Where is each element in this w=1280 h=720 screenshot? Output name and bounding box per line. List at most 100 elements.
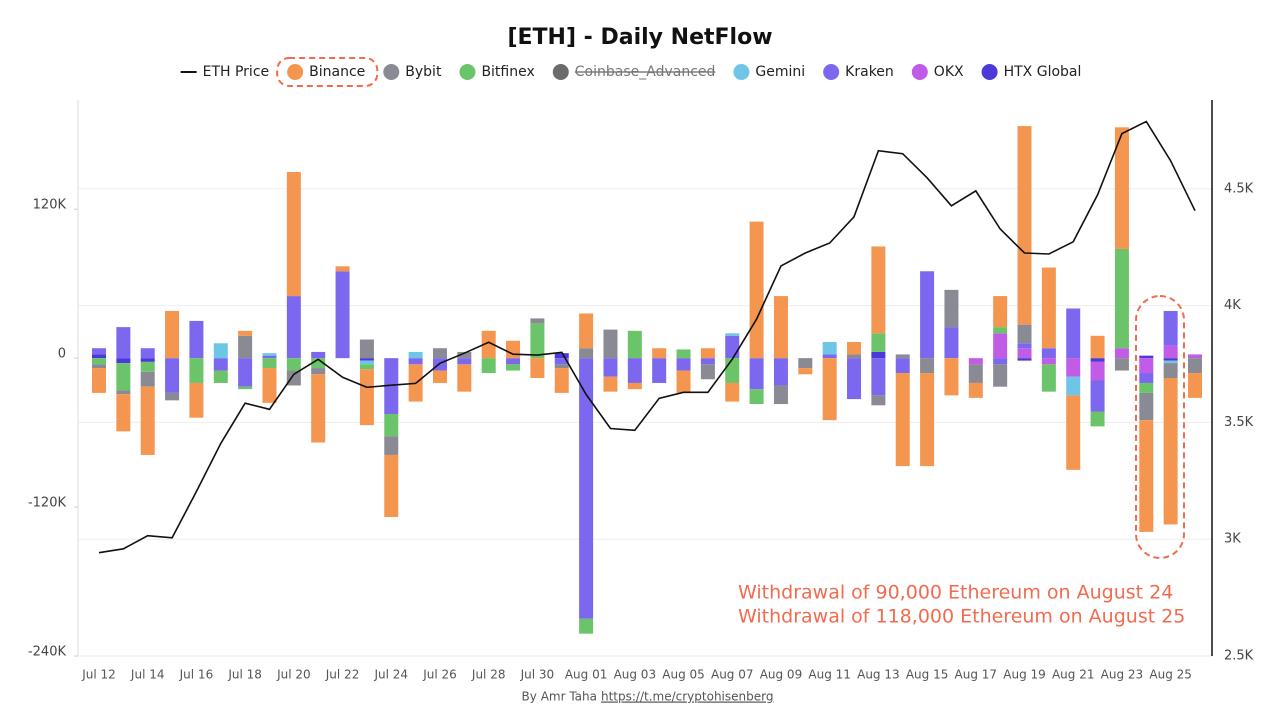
bar-segment — [920, 271, 935, 359]
bar-segment — [579, 348, 594, 359]
bar-segment — [1163, 358, 1178, 361]
x-tick-label: Jul 24 — [373, 668, 408, 682]
bar-segment — [384, 413, 399, 437]
x-tick-label: Jul 16 — [179, 668, 214, 682]
bar-segment — [1139, 392, 1154, 421]
bar-segment — [238, 335, 253, 359]
bar-segment — [725, 382, 740, 402]
legend-item: Kraken — [823, 64, 894, 80]
x-tick-label: Jul 14 — [130, 668, 165, 682]
bar-segment — [579, 618, 594, 634]
bar-segment — [847, 354, 862, 359]
x-tick-label: Jul 12 — [81, 668, 116, 682]
bar-segment — [871, 358, 886, 396]
bar-segment — [798, 358, 813, 369]
bar-segment — [627, 330, 642, 359]
x-tick-label: Aug 21 — [1052, 668, 1095, 682]
bar-segment — [603, 376, 618, 392]
bar-segment — [140, 348, 155, 359]
bar-segment — [189, 320, 204, 359]
chart-title: [ETH] - Daily NetFlow — [507, 25, 772, 50]
bar-segment — [311, 351, 326, 359]
bar-segment — [116, 390, 131, 395]
bar-segment — [457, 364, 472, 392]
bar-segment — [968, 382, 983, 398]
bar-segment — [1188, 373, 1202, 398]
bar-segment — [920, 373, 935, 467]
bar-segment — [1090, 361, 1105, 381]
legend-label: Binance — [309, 64, 365, 80]
bar-segment — [262, 368, 277, 403]
bar-segment — [773, 358, 788, 386]
bar-segment — [262, 353, 277, 356]
bar-segment — [262, 358, 277, 369]
legend-swatch — [287, 64, 304, 80]
x-tick-label: Jul 20 — [276, 668, 311, 682]
bar-segment — [1188, 354, 1202, 359]
bar-segment — [408, 358, 423, 365]
bar-segment — [895, 373, 910, 467]
bar-segment — [676, 349, 691, 359]
bar-segment — [627, 382, 642, 390]
bar-segment — [92, 348, 106, 355]
legend-item: Coinbase_Advanced — [552, 64, 715, 80]
legend-item: OKX — [911, 64, 964, 80]
legend-label: HTX Global — [1004, 64, 1082, 80]
link[interactable]: https://t.me/cryptohisenberg — [601, 690, 773, 704]
x-tick-label: Aug 25 — [1149, 668, 1192, 682]
bar-segment — [944, 327, 959, 359]
bar-segment — [286, 171, 301, 297]
bar-segment — [1139, 373, 1154, 383]
bar-segment — [1163, 360, 1178, 364]
x-tick-label: Jul 30 — [520, 668, 555, 682]
bar-segment — [1163, 378, 1178, 525]
bar-segment — [1139, 355, 1154, 359]
bar-segment — [798, 368, 813, 375]
bar-segment — [1139, 420, 1154, 532]
legend-label: ETH Price — [203, 64, 270, 80]
y-tick-label: 120K — [33, 198, 67, 213]
bar-segment — [554, 368, 569, 393]
x-tick-label: Aug 07 — [711, 668, 754, 682]
y-tick-label: -120K — [28, 496, 67, 511]
legend-item: HTX Global — [981, 64, 1082, 80]
bar-segment — [1139, 382, 1154, 393]
bar-segment — [652, 348, 667, 359]
legend-label: Kraken — [845, 64, 894, 80]
bar-segment — [993, 327, 1008, 334]
bar-segment — [1017, 358, 1032, 361]
x-tick-label: Aug 17 — [955, 668, 998, 682]
legend: ETH Price Binance Bybit Bitfinex Coinbase_Ad… — [180, 57, 1082, 87]
bar-segment — [725, 335, 740, 359]
annotation: Withdrawal of 118,000 Ethereum on August… — [738, 606, 1185, 628]
bar-segment — [481, 330, 496, 359]
bar-segment — [311, 374, 326, 443]
bar-segment — [384, 358, 399, 414]
y2-tick-label: 3K — [1224, 532, 1241, 547]
bar-segment — [1114, 248, 1129, 349]
bar-segment — [384, 436, 399, 455]
bar-segment — [165, 358, 180, 393]
legend-swatch — [552, 64, 569, 80]
legend-label: Bybit — [405, 64, 442, 80]
bar-segment — [140, 358, 155, 362]
bar-segment — [408, 351, 423, 359]
legend-item: Bybit — [383, 64, 442, 80]
bar-segment — [993, 364, 1008, 387]
bar-segment — [749, 221, 764, 359]
bar-segment — [603, 358, 618, 377]
bar-segment — [700, 364, 715, 380]
legend-swatch — [981, 64, 998, 80]
bar-segment — [286, 370, 301, 386]
bar-segment — [579, 313, 594, 349]
bar-segment — [822, 354, 837, 359]
x-tick-label: Aug 15 — [906, 668, 949, 682]
bar-segment — [1017, 348, 1032, 359]
bar-segment — [725, 358, 740, 383]
bar-segment — [554, 358, 569, 365]
bar-segment — [506, 340, 521, 359]
bar-segment — [1041, 358, 1056, 365]
legend-item: ETH Price — [180, 64, 270, 80]
bar-segment — [286, 296, 301, 359]
